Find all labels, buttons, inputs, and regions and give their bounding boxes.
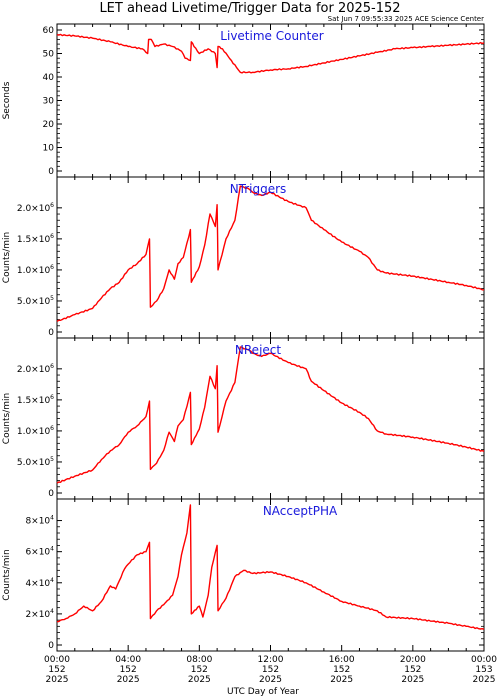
y-tick-label: 1.5×106 <box>17 233 54 245</box>
x-tick-label: 2025 <box>401 675 424 685</box>
panel-frame <box>56 337 485 500</box>
timestamp-label: Sat Jun 7 09:55:33 2025 ACE Science Cent… <box>328 15 484 23</box>
panel-frame <box>56 176 485 339</box>
figure-title: LET ahead Livetime/Trigger Data for 2025… <box>99 1 400 16</box>
x-tick-label: 153 <box>475 665 492 675</box>
panel-title: Livetime Counter <box>220 29 323 43</box>
panel-frame <box>56 498 485 652</box>
y-tick-label: 6×104 <box>25 546 54 558</box>
panel-title: NTriggers <box>230 182 287 196</box>
x-tick-label: 2025 <box>473 675 496 685</box>
x-tick-label: 2025 <box>259 675 282 685</box>
series-line <box>56 33 485 74</box>
y-tick-label: 1.5×106 <box>17 394 54 406</box>
y-tick-label: 40 <box>43 73 55 83</box>
panel-title: NReject <box>235 343 281 357</box>
x-tick-label: 152 <box>191 665 208 675</box>
x-tick-label: 00:00 <box>44 655 70 665</box>
y-tick-label: 4×104 <box>25 577 54 589</box>
y-axis-title: Counts/min <box>2 393 12 444</box>
y-tick-label: 2.0×106 <box>17 202 54 214</box>
y-axis-title: Counts/min <box>2 232 12 283</box>
y-tick-label: 8×104 <box>25 515 54 527</box>
x-tick-label: 152 <box>120 665 137 675</box>
x-axis-title: UTC Day of Year <box>227 687 299 697</box>
panel-4: 0 2×104 4×104 6×104 8×104 Counts/min NAcceptPH… <box>2 498 485 652</box>
x-tick-label: 2025 <box>188 675 211 685</box>
y-tick-label: 5.0×105 <box>17 295 54 307</box>
y-axis-title: Counts/min <box>2 549 12 600</box>
chart-panels: 0 10 20 30 40 50 60 Seconds Livetime Counter 0 5.0… <box>2 23 485 652</box>
panel-1: 0 10 20 30 40 50 60 Seconds Livetime Counter <box>2 23 485 178</box>
y-tick-label: 30 <box>43 97 55 107</box>
y-tick-label: 1.0×106 <box>17 425 54 437</box>
y-tick-label: 0 <box>48 489 54 499</box>
panel-title: NAcceptPHA <box>263 504 338 518</box>
x-tick-label: 20:00 <box>400 655 426 665</box>
x-tick-label: 00:00 <box>471 655 497 665</box>
x-tick-label: 04:00 <box>115 655 141 665</box>
series-line <box>56 346 485 484</box>
y-tick-label: 2×104 <box>25 608 54 620</box>
x-tick-label: 152 <box>404 665 421 675</box>
y-tick-label: 0 <box>48 641 54 651</box>
series-line <box>56 504 485 631</box>
y-tick-label: 0 <box>48 328 54 338</box>
x-tick-label: 12:00 <box>258 655 284 665</box>
x-tick-label: 152 <box>48 665 65 675</box>
panel-3: 0 5.0×105 1.0×106 1.5×106 2.0×106 Counts/min N… <box>2 337 485 500</box>
x-tick-label: 08:00 <box>186 655 212 665</box>
x-axis-labels: 00:00152202504:00152202508:00152202512:0… <box>44 655 497 685</box>
x-tick-label: 152 <box>262 665 279 675</box>
series-line <box>56 185 484 322</box>
x-tick-label: 2025 <box>46 675 69 685</box>
x-tick-label: 152 <box>333 665 350 675</box>
x-tick-label: 2025 <box>330 675 353 685</box>
y-tick-label: 1.0×106 <box>17 264 54 276</box>
y-tick-label: 0 <box>48 167 54 177</box>
y-axis-title: Seconds <box>2 81 12 119</box>
y-tick-label: 50 <box>43 50 55 60</box>
y-tick-label: 20 <box>43 120 55 130</box>
panel-2: 0 5.0×105 1.0×106 1.5×106 2.0×106 Counts/min N… <box>2 176 485 339</box>
x-tick-label: 16:00 <box>329 655 355 665</box>
y-tick-label: 60 <box>43 26 55 36</box>
y-tick-label: 2.0×106 <box>17 363 54 375</box>
y-tick-label: 10 <box>43 144 55 154</box>
y-tick-label: 5.0×105 <box>17 456 54 468</box>
x-tick-label: 2025 <box>117 675 140 685</box>
